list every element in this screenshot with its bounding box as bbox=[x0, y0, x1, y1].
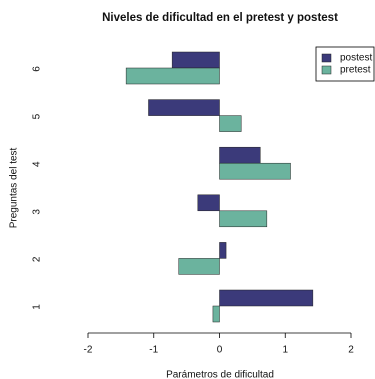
x-axis-label: Parámetros de dificultad bbox=[166, 370, 274, 379]
chart-title: Niveles de dificultad en el pretest y po… bbox=[102, 12, 338, 24]
x-tick-label: 2 bbox=[348, 345, 354, 356]
bar bbox=[197, 194, 220, 212]
legend-swatch bbox=[321, 53, 332, 63]
y-tick-label: 2 bbox=[32, 256, 43, 262]
bar bbox=[219, 289, 314, 307]
y-tick-label: 4 bbox=[32, 161, 43, 167]
bar bbox=[219, 146, 261, 164]
y-tick-label: 6 bbox=[32, 66, 43, 72]
legend-box bbox=[315, 46, 375, 82]
legend-label: postest bbox=[340, 53, 372, 64]
bar bbox=[125, 67, 220, 85]
bar bbox=[219, 242, 227, 259]
x-tick-label: -1 bbox=[149, 345, 158, 356]
legend-swatch bbox=[321, 65, 332, 75]
bar bbox=[148, 99, 220, 116]
bar bbox=[219, 115, 242, 132]
bar bbox=[219, 210, 268, 228]
y-axis-label: Preguntas del test bbox=[9, 147, 20, 228]
bar bbox=[212, 305, 220, 323]
bar bbox=[171, 51, 220, 69]
y-tick-label: 3 bbox=[32, 209, 43, 215]
x-tick-label: 1 bbox=[282, 345, 288, 356]
legend-label: pretest bbox=[340, 65, 371, 76]
bar bbox=[178, 258, 220, 275]
y-tick-label: 1 bbox=[32, 304, 43, 310]
x-tick-label: -2 bbox=[84, 345, 93, 356]
x-tick-label: 0 bbox=[217, 345, 223, 356]
bar bbox=[219, 162, 291, 180]
y-tick-label: 5 bbox=[32, 113, 43, 119]
